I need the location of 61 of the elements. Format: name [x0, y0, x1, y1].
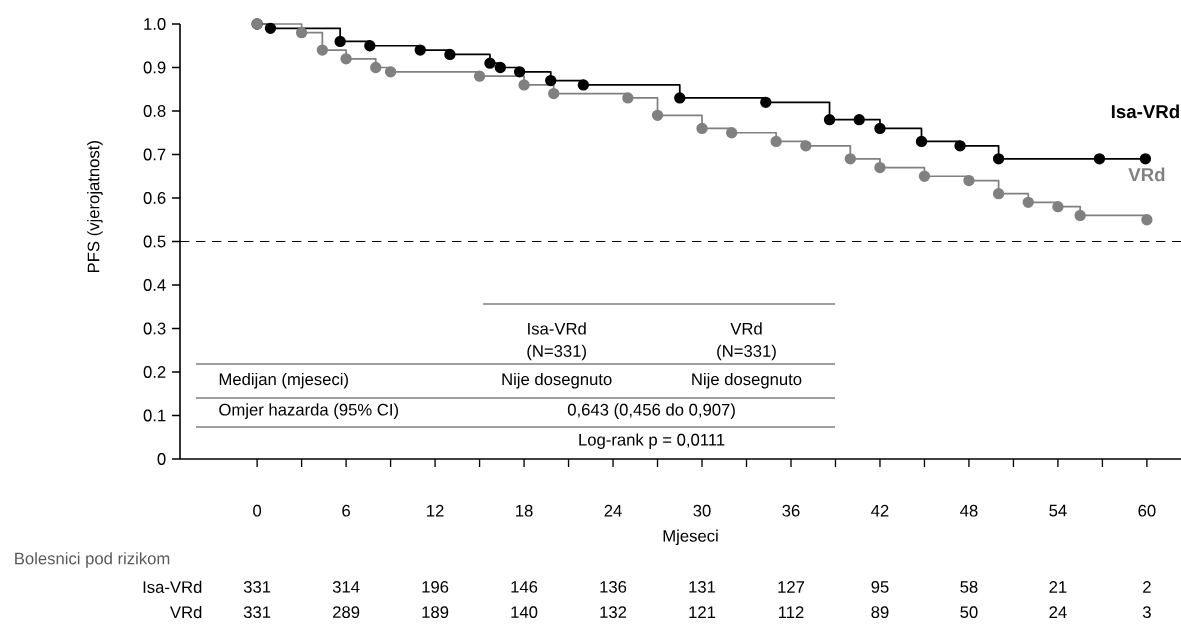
text: 58 — [960, 580, 978, 593]
text: 196 — [422, 580, 449, 593]
annotation: (N=331) — [717, 344, 776, 361]
y-tick-label: 0.3 — [143, 322, 166, 335]
text: 121 — [689, 606, 716, 618]
x-tick-label: 12 — [427, 504, 444, 517]
x-tick-label: 36 — [782, 504, 800, 517]
series-label: VRd — [1128, 167, 1165, 182]
x-tick-label: 60 — [1138, 504, 1156, 517]
annotation: Nije dosegnuto — [692, 372, 802, 389]
text: 2 — [1143, 581, 1151, 593]
y-tick-label: 0.9 — [143, 61, 166, 74]
text: Isa-VRd — [1111, 104, 1179, 119]
text: 314 — [332, 580, 360, 593]
text: 146 — [511, 580, 538, 593]
text: Bolesnici pod rizikom — [15, 552, 170, 568]
x-axis-title: Mjeseci — [663, 529, 718, 546]
text: 289 — [333, 606, 360, 619]
text: 331 — [243, 606, 271, 619]
text: 89 — [871, 606, 889, 619]
annotation: (N=331) — [527, 344, 586, 361]
annotation: Medijan (mjeseci) — [219, 372, 348, 389]
x-tick-label: 6 — [342, 504, 350, 517]
text: 132 — [600, 606, 627, 619]
text: VRd — [170, 605, 202, 619]
y-tick-label: 0.1 — [143, 409, 166, 422]
y-tick-label: 0.8 — [143, 105, 166, 117]
text: Isa-VRd — [143, 580, 202, 594]
x-tick-label: 48 — [960, 504, 978, 517]
text: 131 — [689, 580, 716, 593]
text: 21 — [1049, 581, 1067, 593]
x-tick-label: 24 — [604, 504, 622, 517]
text: 3 — [1142, 606, 1151, 619]
x-tick-label: 0 — [253, 504, 262, 517]
text: 189 — [422, 606, 449, 619]
x-tick-label: 30 — [693, 504, 711, 517]
text: 112 — [778, 606, 804, 618]
text: 136 — [600, 580, 627, 593]
y-tick-label: 0.6 — [143, 192, 166, 204]
annotation: VRd — [730, 322, 762, 335]
y-tick-label: 0 — [157, 453, 166, 465]
x-tick-label: 42 — [871, 504, 889, 517]
text: 140 — [511, 606, 538, 619]
y-tick-label: 0.5 — [143, 235, 166, 248]
x-tick-label: 54 — [1049, 504, 1067, 517]
annotation: Nije dosegnuto — [502, 372, 612, 389]
annotation: Omjer hazarda (95% CI) — [219, 403, 398, 419]
text: 95 — [871, 580, 889, 593]
text: 24 — [1049, 606, 1067, 618]
annotation: Log-rank p = 0,0111 — [579, 433, 725, 449]
y-axis-title: PFS (vjerojatnost) — [87, 141, 103, 273]
y-tick-label: 0.7 — [143, 148, 166, 161]
text: 127 — [778, 581, 805, 593]
y-tick-label: 1.0 — [144, 18, 166, 30]
annotation: 0,643 (0,456 do 0,907) — [567, 403, 735, 419]
annotation: Isa-VRd — [528, 322, 586, 335]
y-tick-label: 0.4 — [143, 279, 166, 291]
y-tick-label: 0.2 — [143, 366, 166, 378]
x-tick-label: 18 — [516, 504, 533, 517]
text: 331 — [243, 580, 271, 593]
text: 50 — [960, 606, 978, 619]
